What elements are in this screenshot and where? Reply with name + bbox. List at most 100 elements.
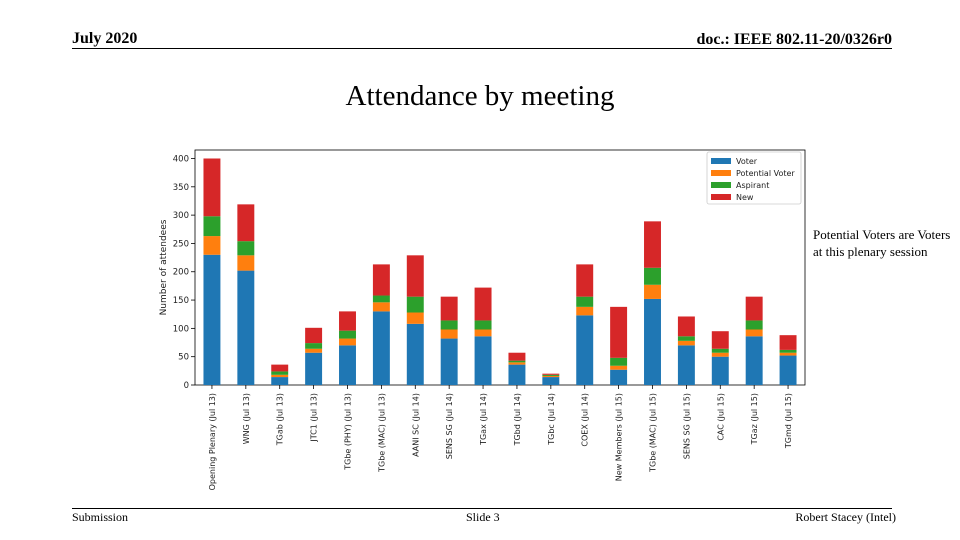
x-tick-label: TGbc (Jul 14) — [547, 393, 556, 446]
bar-segment — [576, 306, 594, 316]
bar-segment — [440, 296, 458, 321]
bar-segment — [203, 158, 221, 217]
bar-segment — [271, 364, 289, 372]
x-tick-label: COEX (Jul 14) — [581, 393, 590, 447]
x-tick-label: SENS SG (Jul 14) — [445, 393, 454, 459]
bar-segment — [576, 264, 594, 297]
bar-segment — [779, 349, 797, 353]
x-tick-label: CAC (Jul 15) — [716, 393, 725, 441]
legend: Voter Potential Voter Aspirant New — [706, 151, 802, 205]
bar-segment — [339, 311, 356, 331]
bar-segment — [576, 296, 594, 307]
x-tick-label: TGmd (Jul 15) — [784, 393, 793, 449]
legend-label: Voter — [736, 157, 758, 166]
bar-segment — [542, 377, 560, 385]
footer-submission: Submission — [72, 510, 129, 524]
bar-segment — [474, 329, 492, 337]
bar-segment — [779, 335, 797, 350]
bar-segment — [237, 204, 255, 242]
bar-segment — [677, 336, 695, 341]
legend-label: Aspirant — [736, 181, 769, 190]
bar-segment — [271, 377, 289, 385]
bar-segment — [237, 241, 255, 256]
bar-segment — [203, 216, 221, 237]
bar-segment — [644, 267, 661, 285]
bar-segment — [203, 254, 221, 385]
bar-segment — [372, 264, 390, 296]
bar-segment — [542, 373, 560, 375]
y-tick-label: 0 — [184, 381, 189, 391]
bar-segment — [779, 355, 797, 385]
bar-segment — [474, 336, 492, 385]
bar-segment — [508, 364, 526, 385]
footer-slide-number: Slide 3 — [466, 510, 500, 524]
y-tick-label: 400 — [173, 154, 189, 164]
x-tick-label: SENS SG (Jul 15) — [682, 393, 691, 459]
header-rule — [72, 48, 892, 49]
bar-segment — [677, 345, 695, 385]
bar-segment — [271, 374, 289, 378]
bar-segment — [508, 362, 526, 365]
y-tick-label: 150 — [173, 296, 189, 306]
slide-title: Attendance by meeting — [345, 80, 615, 112]
bar-segment — [305, 352, 323, 385]
bar-segment — [542, 374, 560, 376]
bar-segment — [203, 236, 221, 255]
bar-segment — [372, 295, 390, 303]
y-tick-label: 350 — [173, 183, 189, 193]
attendance-chart: 0 50 100 150 200 250 300 350 400 Opening Plenary… — [159, 149, 806, 490]
bar-segment — [677, 340, 695, 346]
bar-segment — [339, 338, 356, 346]
bar-segment — [576, 315, 594, 385]
legend-label: Potential Voter — [736, 169, 795, 178]
y-axis-label: Number of attendees — [159, 219, 169, 315]
x-tick-label: TGab (Jul 13) — [276, 393, 285, 446]
bar-segment — [440, 338, 458, 385]
bar-segment — [406, 296, 424, 313]
bar-segment — [406, 312, 424, 324]
bar-segment — [610, 365, 628, 370]
bar-segment — [711, 352, 729, 357]
bar-segment — [474, 320, 492, 330]
bar-segment — [440, 329, 458, 339]
bar-segment — [237, 255, 255, 271]
x-axis: Opening Plenary (Jul 13) WNG (Jul 13) TGab… — [208, 385, 793, 490]
bar-segment — [711, 331, 729, 349]
x-tick-label: TGax (Jul 14) — [479, 393, 488, 446]
bar-segment — [610, 306, 628, 358]
bar-segment — [305, 343, 323, 349]
legend-label: New — [736, 193, 754, 202]
bar-segment — [779, 352, 797, 356]
x-tick-label: Opening Plenary (Jul 13) — [208, 393, 217, 490]
legend-swatch — [711, 194, 731, 200]
x-tick-label: AANI SC (Jul 14) — [411, 393, 420, 457]
legend-swatch — [711, 158, 731, 164]
legend-swatch — [711, 170, 731, 176]
bar-segment — [508, 352, 526, 361]
bar-segment — [406, 323, 424, 385]
bar-segment — [542, 375, 560, 378]
bar-segment — [745, 296, 763, 321]
x-tick-label: TGbe (MAC) (Jul 15) — [649, 393, 658, 473]
bar-segment — [610, 357, 628, 366]
bar-segment — [406, 255, 424, 297]
bar-segment — [677, 316, 695, 337]
bar-segment — [644, 284, 661, 299]
bar-segment — [271, 371, 289, 375]
x-tick-label: TGbe (MAC) (Jul 13) — [377, 393, 386, 473]
bar-group — [203, 158, 797, 385]
plot-frame — [194, 149, 806, 386]
x-tick-label: TGbe (PHY) (Jul 13) — [344, 393, 353, 471]
bar-segment — [305, 327, 323, 344]
y-tick-label: 100 — [173, 324, 189, 334]
legend-box — [706, 151, 802, 205]
x-tick-label: JTC1 (Jul 13) — [310, 393, 319, 443]
x-tick-label: WNG (Jul 13) — [242, 393, 251, 444]
bar-segment — [745, 320, 763, 330]
bar-segment — [711, 356, 729, 385]
bar-segment — [610, 369, 628, 385]
bar-segment — [305, 348, 323, 353]
x-tick-label: New Members (Jul 15) — [615, 393, 624, 481]
bar-segment — [339, 330, 356, 339]
bar-segment — [237, 270, 255, 385]
